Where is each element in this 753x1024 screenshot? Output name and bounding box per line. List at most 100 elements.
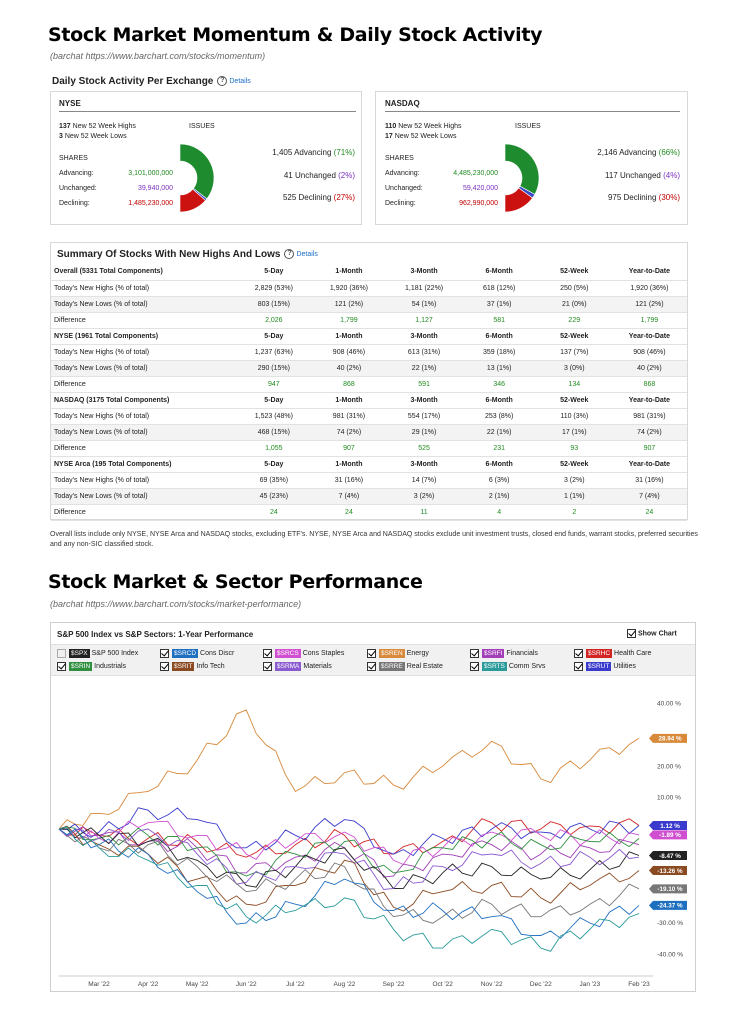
checkbox-icon[interactable]: [470, 662, 479, 671]
table-cell: 803 (15%): [236, 296, 312, 313]
checkbox-icon[interactable]: [367, 662, 376, 671]
column-header: 3-Month: [386, 328, 462, 345]
table-cell: 290 (15%): [236, 360, 312, 377]
x-tick-label: Jun '22: [236, 981, 257, 988]
table-cell: 121 (2%): [611, 296, 687, 313]
table-cell: 1,920 (36%): [611, 280, 687, 297]
table-row: Today's New Highs (% of total) 69 (35%) 31…: [51, 472, 687, 489]
legend-item[interactable]: $SRUT Utilities: [574, 662, 636, 671]
table-cell: 22 (1%): [386, 360, 462, 377]
row-label: Difference: [51, 376, 237, 393]
details-link[interactable]: Details: [229, 77, 251, 85]
table-cell: 908 (46%): [311, 344, 387, 361]
table-header-row: NYSE Arca (195 Total Components) 5-Day 1-M…: [51, 456, 687, 473]
checkbox-icon[interactable]: [263, 662, 272, 671]
column-header: 52-Week: [536, 264, 612, 281]
checkbox-icon[interactable]: [470, 649, 479, 658]
group-header: NYSE Arca (195 Total Components): [51, 456, 237, 473]
series-end-label: -13.26 %: [649, 866, 687, 876]
legend-item[interactable]: $SRRE Real Estate: [367, 662, 443, 671]
column-header: 6-Month: [461, 392, 537, 409]
summary-footnote: Overall lists include only NYSE, NYSE Ar…: [50, 531, 698, 548]
end-label-text: -8.47 %: [659, 853, 681, 860]
table-cell: 14 (7%): [386, 472, 462, 489]
end-label-text: -24.37 %: [657, 903, 683, 910]
series-line-s-p-500-index: [59, 827, 640, 889]
checkbox-icon[interactable]: [574, 649, 583, 658]
exchange-name: NASDAQ: [385, 99, 420, 108]
legend-item[interactable]: $SRTS Comm Srvs: [470, 662, 545, 671]
table-row: Today's New Lows (% of total) 45 (23%) 7 (…: [51, 488, 687, 505]
legend-bar: $SPX S&P 500 Index $SRCD Cons Discr $SRCS Con…: [51, 644, 695, 676]
table-cell: 2,026: [236, 312, 312, 329]
checkbox-icon[interactable]: [263, 649, 272, 658]
pie-slice-advancing: [179, 143, 215, 200]
issues-declining: 525 Declining (27%): [282, 193, 355, 202]
series-line-cons-discr: [58, 828, 640, 939]
table-cell: 1,127: [386, 312, 462, 329]
table-row: Difference 2,026 1,799 1,127 581 229 1,799: [51, 312, 687, 329]
table-cell: 3 (2%): [536, 472, 612, 489]
pie-slice-declining: [504, 187, 533, 213]
table-row: Today's New Lows (% of total) 803 (15%) 12…: [51, 296, 687, 313]
table-row: Difference 947 868 591 346 134 868: [51, 376, 687, 393]
table-cell: 22 (1%): [461, 424, 537, 441]
section-title: Stock Market & Sector Performance: [48, 571, 423, 593]
legend-label: Financials: [506, 650, 538, 658]
column-header: 1-Month: [311, 328, 387, 345]
series-line-materials: [58, 828, 640, 890]
table-cell: 74 (2%): [611, 424, 687, 441]
table-cell: 868: [611, 376, 687, 393]
table-row: Today's New Lows (% of total) 290 (15%) 40…: [51, 360, 687, 377]
table-cell: 134: [536, 376, 612, 393]
checkbox-icon[interactable]: [367, 649, 376, 658]
checkbox-icon[interactable]: [57, 649, 66, 658]
table-cell: 1,237 (63%): [236, 344, 312, 361]
column-header: 5-Day: [236, 328, 312, 345]
show-chart-toggle[interactable]: Show Chart: [627, 629, 677, 638]
legend-label: Comm Srvs: [508, 663, 546, 671]
declining-label: Declining:: [385, 200, 416, 207]
table-cell: 110 (3%): [536, 408, 612, 425]
table-cell: 93: [536, 440, 612, 457]
details-link[interactable]: Details: [296, 250, 318, 258]
table-cell: 121 (2%): [311, 296, 387, 313]
legend-label: Utilities: [613, 663, 636, 671]
checkbox-icon[interactable]: [574, 662, 583, 671]
legend-item[interactable]: $SRMA Materials: [263, 662, 332, 671]
column-header: Year-to-Date: [611, 392, 687, 409]
checkbox-icon[interactable]: [57, 662, 66, 671]
legend-item[interactable]: $SRCS Cons Staples: [263, 649, 344, 658]
table-cell: 981 (31%): [611, 408, 687, 425]
column-header: 52-Week: [536, 456, 612, 473]
checkbox-icon[interactable]: [160, 662, 169, 671]
series-end-label: -24.37 %: [649, 900, 687, 910]
legend-item[interactable]: $SRIT Info Tech: [160, 662, 225, 671]
legend-item[interactable]: $SRIN Industrials: [57, 662, 126, 671]
row-label: Difference: [51, 504, 237, 521]
table-cell: 2 (1%): [461, 488, 537, 505]
checkbox-icon[interactable]: [627, 629, 636, 638]
legend-item[interactable]: $SRCD Cons Discr: [160, 649, 234, 658]
help-icon[interactable]: ?: [284, 249, 295, 260]
series-line-health-care: [58, 818, 640, 858]
column-header: 6-Month: [461, 456, 537, 473]
end-label-text: -13.26 %: [657, 868, 683, 875]
table-cell: 231: [461, 440, 537, 457]
series-line-utilities: [58, 807, 640, 857]
legend-item[interactable]: $SRHC Health Care: [574, 649, 651, 658]
legend-ticker: $SRMA: [275, 662, 302, 671]
table-cell: 907: [611, 440, 687, 457]
divider: [385, 111, 680, 112]
legend-item[interactable]: $SPX S&P 500 Index: [57, 649, 138, 658]
table-cell: 54 (1%): [386, 296, 462, 313]
issues-label: ISSUES: [189, 123, 215, 130]
row-label: Today's New Highs (% of total): [51, 408, 237, 425]
table-cell: 13 (1%): [461, 360, 537, 377]
legend-item[interactable]: $SRFI Financials: [470, 649, 538, 658]
legend-item[interactable]: $SREN Energy: [367, 649, 429, 658]
checkbox-icon[interactable]: [160, 649, 169, 658]
y-tick-label: 10.00 %: [657, 795, 681, 802]
help-icon[interactable]: ?: [217, 76, 228, 87]
divider: [59, 111, 356, 112]
